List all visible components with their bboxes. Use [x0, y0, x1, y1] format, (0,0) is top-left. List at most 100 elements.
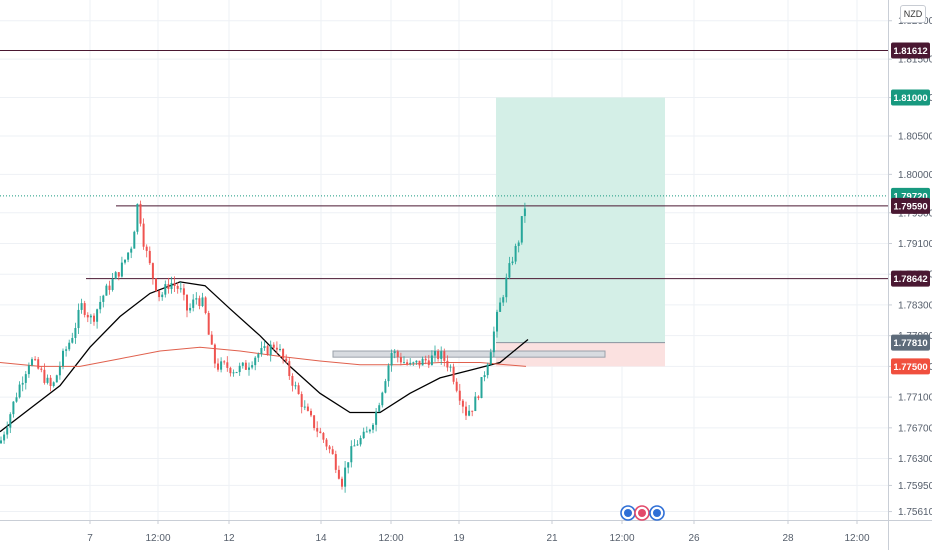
candle-body — [523, 208, 526, 217]
candle-body — [399, 357, 402, 363]
candle-body — [406, 362, 409, 365]
candle-body — [198, 298, 201, 307]
candle-body — [111, 278, 114, 290]
candle-body — [499, 302, 502, 312]
candle-body — [306, 406, 309, 411]
price-tag-label: 1.79590 — [893, 201, 927, 212]
candle-body — [353, 445, 356, 447]
candle-body — [151, 263, 154, 279]
candle-body — [412, 362, 415, 364]
event-icon-dot — [638, 509, 646, 517]
candle-body — [279, 348, 281, 350]
candle-body — [24, 374, 27, 383]
candle-body — [3, 434, 6, 441]
candle-body — [220, 361, 223, 370]
candle-body — [223, 361, 226, 363]
candle-body — [434, 351, 436, 356]
candle-body — [381, 392, 384, 406]
candle-body — [40, 368, 43, 370]
price-tag-label: 1.77810 — [893, 338, 927, 349]
candle-body — [387, 365, 390, 382]
currency-badge[interactable]: NZD — [900, 5, 926, 23]
candle-body — [520, 216, 523, 243]
candle-body — [427, 360, 430, 366]
candle-body — [310, 410, 312, 416]
candle-body — [328, 446, 331, 450]
time-tick-label: 21 — [546, 533, 558, 544]
candle-body — [37, 359, 40, 369]
price-tag-label: 1.78642 — [893, 274, 927, 285]
candle-body — [430, 355, 433, 366]
candle-body — [393, 351, 396, 354]
time-tick-label: 28 — [782, 533, 794, 544]
candle-body — [291, 376, 294, 386]
candle-body — [80, 303, 83, 310]
price-tag — [891, 89, 930, 106]
candle-body — [365, 431, 368, 433]
candle-body — [217, 363, 219, 370]
candle-body — [93, 315, 95, 322]
candle-body — [127, 252, 130, 260]
candle-body — [294, 385, 297, 387]
candle-body — [489, 352, 492, 365]
candle-body — [297, 385, 300, 395]
candle-body — [341, 478, 343, 487]
candle-body — [204, 297, 207, 314]
price-tick-label: 1.77100 — [898, 393, 932, 404]
moving-average-line — [0, 281, 529, 433]
candle-body — [55, 375, 58, 383]
candle-body — [176, 285, 179, 289]
price-tick-label: 1.80500 — [898, 131, 932, 142]
candle-body — [232, 372, 235, 374]
candle-body — [288, 361, 291, 377]
candle-body — [105, 285, 108, 296]
time-tick-label: 12:00 — [145, 533, 170, 544]
candle-body — [474, 396, 477, 412]
range-box — [332, 350, 606, 358]
candle-body — [31, 359, 33, 366]
candle-body — [471, 410, 474, 412]
time-tick-label: 26 — [688, 533, 700, 544]
time-tick-label: 12 — [223, 533, 235, 544]
candle-body — [455, 381, 458, 391]
price-tick-label: 1.75950 — [898, 481, 932, 492]
candle-body — [229, 367, 232, 374]
candle-body — [74, 328, 77, 338]
candle-body — [396, 351, 399, 358]
price-tag — [891, 270, 930, 287]
grid-lines — [0, 0, 888, 520]
candle-body — [43, 369, 46, 383]
candle-body — [368, 429, 371, 432]
event-icons[interactable] — [620, 505, 665, 521]
candle-body — [52, 382, 55, 387]
candle-body — [344, 467, 347, 487]
candle-body — [170, 283, 173, 290]
candle-body — [403, 362, 405, 364]
candle-body — [238, 365, 241, 373]
candle-body — [226, 362, 229, 368]
candle-body — [282, 348, 285, 359]
candle-body — [511, 261, 514, 264]
candle-body — [480, 377, 483, 399]
candle-body — [108, 285, 111, 290]
price-tick-label: 1.76700 — [898, 423, 932, 434]
time-tick-label: 19 — [453, 533, 465, 544]
candle-body — [384, 381, 387, 393]
moving-average-line — [0, 346, 527, 367]
candle-body — [89, 315, 92, 318]
candle-body — [257, 354, 260, 358]
candle-body — [46, 377, 49, 383]
price-tag-label: 1.79720 — [893, 191, 927, 202]
candle-body — [102, 295, 105, 302]
candle-body — [179, 288, 182, 290]
candle-body — [300, 394, 303, 407]
time-axis[interactable]: 7 12:00 12 14 12:00 19 21 12:00 26 28 12:00 — [0, 520, 932, 544]
candle-body — [452, 366, 455, 382]
candle-body — [117, 272, 120, 277]
candle-body — [313, 415, 316, 429]
candle-body — [477, 396, 480, 399]
candle-body — [461, 400, 464, 407]
candle-body — [331, 449, 334, 455]
